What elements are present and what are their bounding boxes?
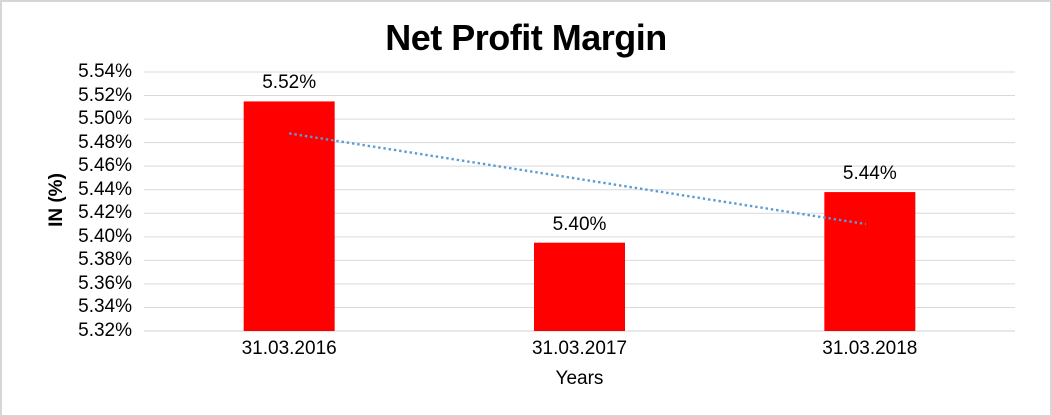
bar-31.03.2016: [243, 101, 335, 331]
x-tick-label: 31.03.2018: [822, 338, 918, 359]
bar-31.03.2018: [824, 192, 916, 331]
bar-31.03.2017: [534, 242, 625, 331]
trendline: [288, 132, 867, 226]
data-label: 5.40%: [552, 213, 607, 235]
y-tick-label: 5.38%: [78, 249, 132, 271]
y-tick-label: 5.34%: [78, 296, 132, 318]
y-tick-label: 5.50%: [78, 108, 132, 130]
chart-title: Net Profit Margin: [385, 17, 667, 58]
y-tick-label: 5.52%: [78, 84, 132, 106]
x-tick-label: 31.03.2016: [241, 338, 337, 359]
y-tick-label: 5.42%: [78, 202, 132, 224]
y-tick-label: 5.46%: [78, 155, 132, 177]
y-tick-label: 5.48%: [78, 131, 132, 153]
y-tick-label: 5.54%: [78, 61, 132, 82]
x-axis-title: Years: [555, 368, 604, 389]
x-tick-label: 31.03.2017: [531, 338, 628, 359]
y-tick-label: 5.44%: [78, 178, 132, 200]
y-tick-label: 5.36%: [78, 272, 132, 294]
data-label: 5.52%: [262, 72, 317, 94]
y-tick-label: 5.40%: [78, 225, 132, 247]
data-label: 5.44%: [842, 163, 897, 185]
y-tick-label: 5.32%: [78, 320, 132, 341]
